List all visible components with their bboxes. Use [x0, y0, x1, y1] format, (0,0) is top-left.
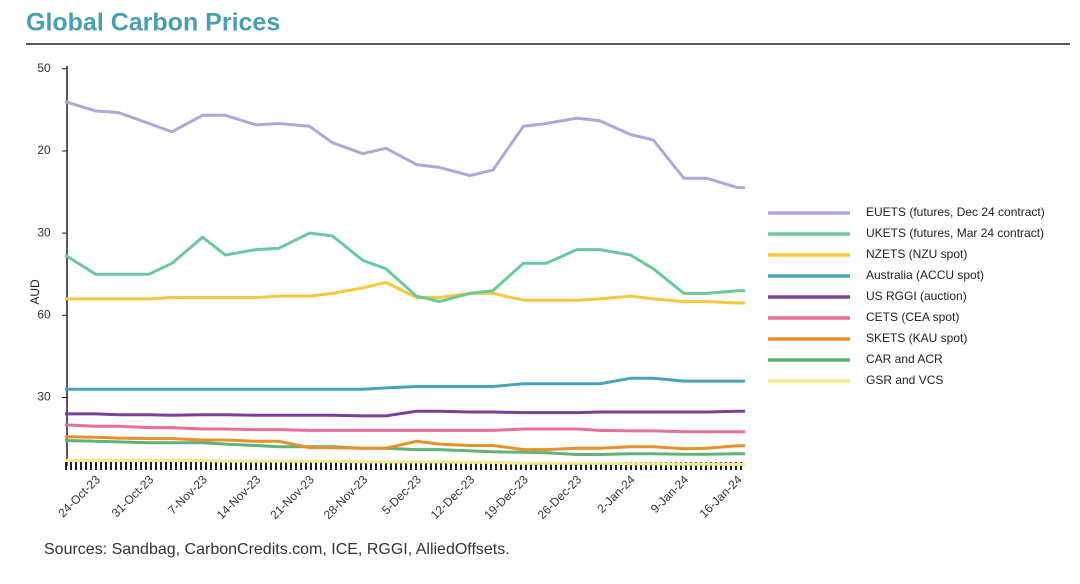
x-tick-label: 28-Nov-23	[321, 472, 371, 522]
y-tick-label: 50	[37, 61, 51, 75]
x-tick-label: 21-Nov-23	[267, 472, 317, 522]
series-line	[65, 409, 745, 418]
legend-label: EUETS (futures, Dec 24 contract)	[866, 205, 1045, 219]
x-tick-label: 16-Jan-24	[697, 472, 745, 520]
series-line	[64, 231, 745, 304]
series-line	[64, 100, 745, 190]
x-tick-label: 7-Nov-23	[165, 472, 210, 517]
x-tick-label: 5-Dec-23	[379, 472, 424, 517]
legend-label: Australia (ACCU spot)	[866, 268, 984, 282]
y-axis-label: AUD	[28, 279, 42, 305]
x-tick-label: 19-Dec-23	[481, 472, 531, 522]
legend-label: NZETS (NZU spot)	[866, 247, 967, 261]
series-line	[64, 435, 745, 452]
y-tick-label: 30	[37, 390, 51, 404]
legend-label: CETS (CEA spot)	[866, 310, 959, 324]
series-line	[64, 423, 745, 434]
x-tick-label: 14-Nov-23	[214, 472, 264, 522]
series-line	[64, 439, 745, 456]
legend-label: CAR and ACR	[866, 352, 943, 366]
legend-label: UKETS (futures, Mar 24 contract)	[866, 226, 1044, 240]
series-line	[65, 376, 745, 391]
legend-label: US RGGI (auction)	[866, 289, 967, 303]
x-tick-label: 9-Jan-24	[648, 472, 692, 516]
x-tick-label: 2-Jan-24	[594, 472, 638, 516]
legend-label: GSR and VCS	[866, 373, 943, 387]
x-tick-label: 26-Dec-23	[535, 472, 585, 522]
x-tick-label: 31-Oct-23	[109, 472, 157, 520]
series-line	[65, 459, 745, 466]
source: Sources: Sandbag, CarbonCredits.com, ICE…	[44, 541, 510, 558]
x-tick-label: 12-Dec-23	[428, 472, 478, 522]
y-tick-label: 30	[37, 225, 51, 239]
y-tick-label: 20	[37, 143, 51, 157]
x-tick-label: 24-Oct-23	[55, 472, 103, 520]
legend-label: SKETS (KAU spot)	[866, 331, 967, 345]
y-tick-label: 60	[37, 307, 51, 321]
chart-title: Global Carbon Prices	[26, 9, 280, 37]
